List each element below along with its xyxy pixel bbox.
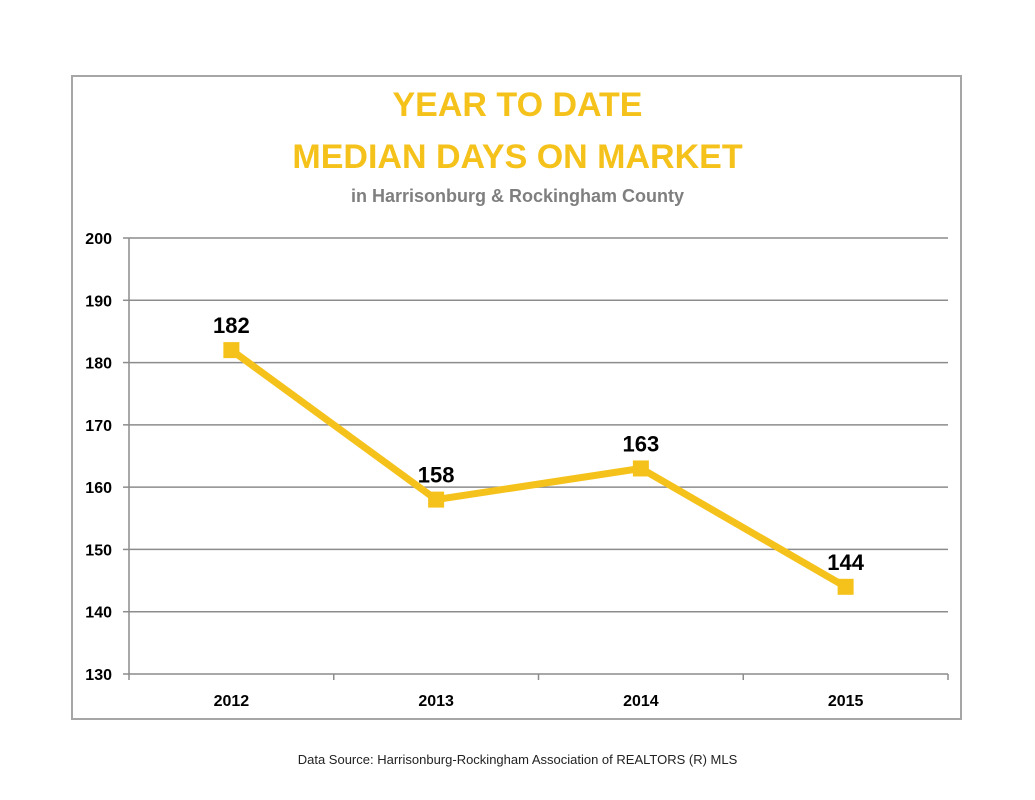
series-line (229, 347, 848, 590)
x-tick-label: 2015 (828, 693, 864, 710)
chart-title-line-2: MEDIAN DAYS ON MARKET (292, 138, 743, 176)
data-label: 144 (827, 550, 864, 575)
data-point-marker (428, 491, 445, 508)
y-tick-label: 150 (85, 542, 112, 559)
y-tick-label: 130 (85, 667, 112, 684)
data-label: 158 (418, 463, 455, 488)
x-tick-label: 2012 (214, 693, 250, 710)
data-point-marker (632, 460, 649, 477)
y-tick-label: 180 (85, 356, 112, 373)
chart-subtitle: in Harrisonburg & Rockingham County (350, 186, 685, 206)
y-tick-label: 160 (85, 480, 112, 497)
y-tick-label: 200 (85, 231, 112, 248)
chart-title-line-1: YEAR TO DATE (392, 86, 643, 124)
data-label: 182 (213, 313, 250, 338)
data-label: 163 (623, 431, 660, 456)
y-tick-label: 190 (85, 293, 112, 310)
chart-frame (71, 75, 962, 720)
x-tick-label: 2013 (418, 693, 454, 710)
data-source-note: Data Source: Harrisonburg-Rockingham Ass… (297, 752, 738, 767)
data-point-marker (837, 578, 854, 595)
x-tick-label: 2014 (623, 693, 659, 710)
data-point-marker (223, 342, 240, 359)
y-tick-label: 140 (85, 605, 112, 622)
y-tick-label: 170 (85, 418, 112, 435)
